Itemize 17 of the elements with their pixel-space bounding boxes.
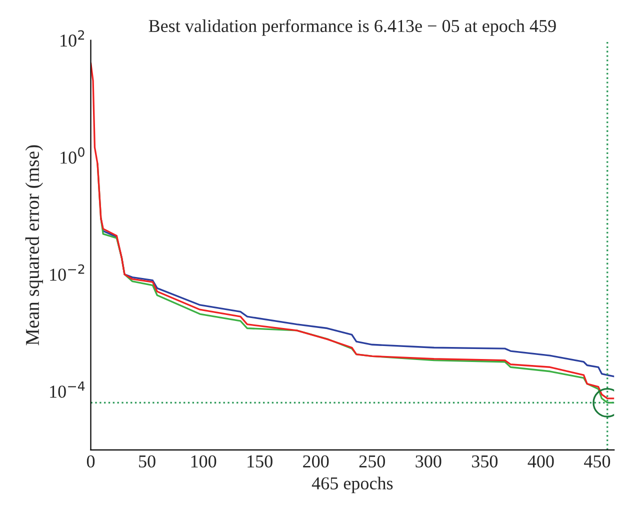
x-tick-label: 150	[248, 455, 272, 468]
y-tick-label: 10$^{−2}$	[50, 264, 84, 281]
x-tick-label: 250	[359, 455, 385, 468]
y-tick-label: 10$^{2}$	[60, 30, 84, 47]
x-tick-label: 400	[528, 455, 554, 468]
y-tick-label: 10$^{−4}$	[50, 381, 85, 398]
x-tick-label: 0	[86, 455, 95, 468]
x-tick-label: 350	[472, 455, 498, 468]
x-tick-label: 50	[139, 455, 156, 468]
y-tick-label: 10$^{0}$	[60, 147, 84, 164]
x-tick-label: 300	[416, 455, 442, 468]
x-axis-title: 465 epochs	[312, 476, 393, 494]
chart-title: Best validation performance is 6.413e − 05 at epoch 459	[148, 19, 556, 36]
x-tick-label: 200	[303, 455, 329, 468]
x-tick-label: 100	[191, 455, 216, 468]
x-tick-label: 450	[584, 455, 610, 468]
y-axis-title: Mean squared error (mse)	[25, 145, 43, 346]
